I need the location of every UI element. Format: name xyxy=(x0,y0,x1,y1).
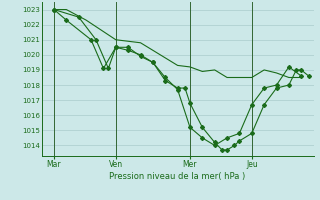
X-axis label: Pression niveau de la mer( hPa ): Pression niveau de la mer( hPa ) xyxy=(109,172,246,181)
